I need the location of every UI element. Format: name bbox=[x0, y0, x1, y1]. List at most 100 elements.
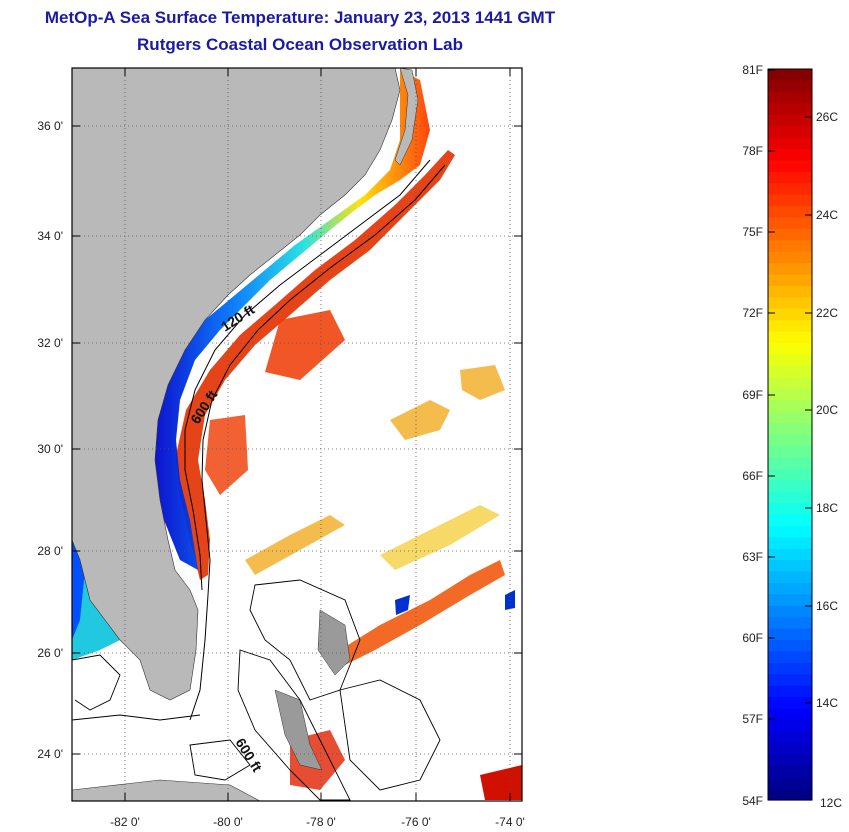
colorbar-band bbox=[768, 114, 812, 127]
colorbar-band bbox=[768, 206, 812, 219]
map-title: MetOp-A Sea Surface Temperature: January… bbox=[44, 8, 556, 27]
contour-600ft bbox=[189, 164, 446, 721]
colorbar-band bbox=[768, 662, 812, 675]
colorbar-f-label: 78F bbox=[742, 144, 763, 158]
colorbar-band bbox=[768, 651, 812, 664]
colorbar-c-label: 12C bbox=[820, 796, 842, 810]
colorbar-band bbox=[768, 388, 812, 401]
colorbar-band bbox=[768, 354, 812, 367]
colorbar-band bbox=[768, 69, 812, 82]
colorbar-c-label: 16C bbox=[816, 599, 838, 613]
colorbar-band bbox=[768, 548, 812, 561]
contour-gulf bbox=[72, 654, 201, 721]
contour-bahamas bbox=[339, 679, 441, 791]
colorbar-band bbox=[768, 274, 812, 287]
colorbar-band bbox=[768, 423, 812, 436]
colorbar-band bbox=[768, 137, 812, 150]
colorbar-band bbox=[768, 697, 812, 710]
colorbar-band bbox=[768, 377, 812, 390]
colorbar-band bbox=[768, 720, 812, 733]
warm-patch bbox=[205, 415, 248, 495]
colorbar-band bbox=[768, 777, 812, 790]
colorbar-band bbox=[768, 674, 812, 687]
lat-label: 32 0' bbox=[37, 336, 63, 350]
colorbar-c-label: 22C bbox=[816, 306, 838, 320]
colorbar-band bbox=[768, 297, 812, 310]
map-frame bbox=[71, 67, 523, 802]
colorbar-band bbox=[768, 183, 812, 196]
colorbar-band bbox=[768, 171, 812, 184]
colorbar-band bbox=[768, 445, 812, 458]
colorbar-band bbox=[768, 525, 812, 538]
colorbar-band bbox=[768, 731, 812, 744]
colorbar-band bbox=[768, 742, 812, 755]
land-bahamas bbox=[317, 609, 351, 676]
colorbar-c-label: 14C bbox=[816, 696, 838, 710]
colorbar-f-label: 81F bbox=[742, 63, 763, 77]
lat-label: 36 0' bbox=[37, 119, 63, 133]
colorbar-band bbox=[768, 468, 812, 481]
colorbar-band bbox=[768, 788, 812, 801]
colorbar-band bbox=[768, 708, 812, 721]
warm-streak bbox=[245, 515, 345, 575]
colorbar-band bbox=[768, 308, 812, 321]
colorbar-f-label: 66F bbox=[742, 469, 763, 483]
colorbar-band bbox=[768, 605, 812, 618]
colorbar-band bbox=[768, 228, 812, 241]
colorbar-band bbox=[768, 80, 812, 93]
warm-streak bbox=[390, 400, 450, 440]
contour-bahamas bbox=[249, 579, 361, 701]
cold-coastal-band bbox=[150, 70, 430, 570]
contour-bahamas bbox=[237, 649, 351, 801]
colorbar-c-label: 18C bbox=[816, 501, 838, 515]
warm-streak bbox=[460, 365, 505, 400]
colorbar-band bbox=[768, 571, 812, 584]
warm-streak bbox=[340, 560, 505, 665]
warm-streak bbox=[380, 505, 500, 570]
colorbar-band bbox=[768, 103, 812, 116]
colorbar-ticks bbox=[768, 69, 812, 720]
axis-ticks bbox=[72, 68, 522, 801]
colorbar-band bbox=[768, 160, 812, 173]
lon-label: -78 0' bbox=[306, 815, 336, 829]
colorbar-band bbox=[768, 503, 812, 516]
lat-label: 26 0' bbox=[37, 646, 63, 660]
colorbar-band bbox=[768, 480, 812, 493]
colorbar-band bbox=[768, 331, 812, 344]
colorbar-f-label: 54F bbox=[742, 794, 763, 808]
colorbar-c-label: 20C bbox=[816, 403, 838, 417]
colorbar-c-label: 26C bbox=[816, 110, 838, 124]
colorbar-band bbox=[768, 457, 812, 470]
warm-patch bbox=[265, 310, 345, 380]
map-subtitle: Rutgers Coastal Ocean Observation Lab bbox=[137, 35, 463, 54]
colorbar-band bbox=[768, 411, 812, 424]
colorbar-band bbox=[768, 765, 812, 778]
lon-label: -76 0' bbox=[401, 815, 431, 829]
colorbar-band bbox=[768, 685, 812, 698]
colorbar-band bbox=[768, 491, 812, 504]
colorbar-band bbox=[768, 400, 812, 413]
colorbar-band bbox=[768, 217, 812, 230]
lon-label: -82 0' bbox=[110, 815, 140, 829]
colorbar-band bbox=[768, 617, 812, 630]
colorbar-f-label: 69F bbox=[742, 388, 763, 402]
colorbar-band bbox=[768, 194, 812, 207]
land-cuba bbox=[72, 779, 261, 801]
colorbar-f-label: 63F bbox=[742, 550, 763, 564]
colorbar-frame bbox=[767, 68, 813, 801]
colorbar-band bbox=[768, 240, 812, 253]
colorbar-band bbox=[768, 537, 812, 550]
colorbar-band bbox=[768, 514, 812, 527]
colorbar-band bbox=[768, 628, 812, 641]
gulf-stream-band bbox=[176, 150, 455, 580]
colorbar-f-label: 60F bbox=[742, 631, 763, 645]
land-mainland bbox=[72, 68, 401, 701]
colorbar-band bbox=[768, 582, 812, 595]
colorbar-f-label: 75F bbox=[742, 225, 763, 239]
lon-label: -80 0' bbox=[213, 815, 243, 829]
colorbar-band bbox=[768, 263, 812, 276]
colorbar-band bbox=[768, 365, 812, 378]
colorbar-f-label: 57F bbox=[742, 712, 763, 726]
